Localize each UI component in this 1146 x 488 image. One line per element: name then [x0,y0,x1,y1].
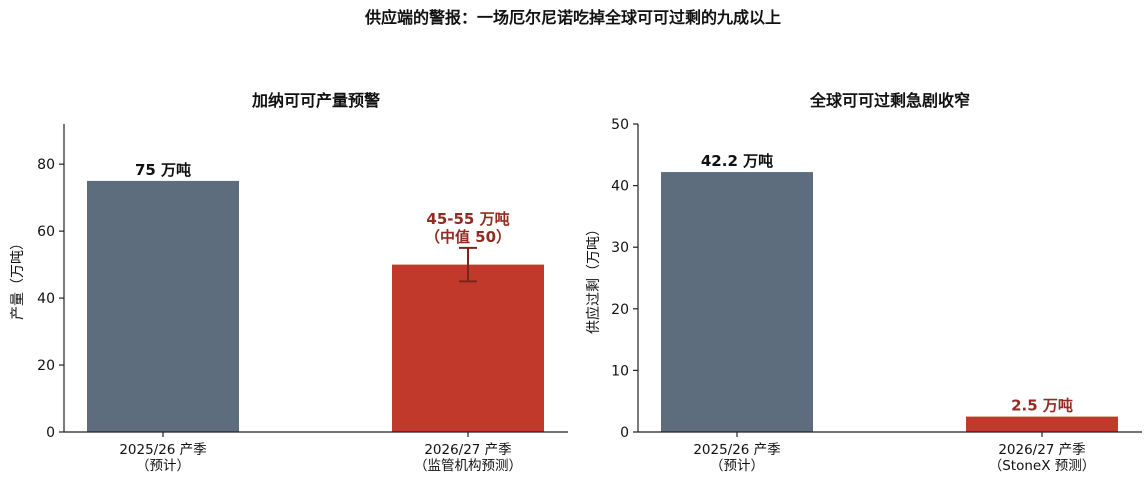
panel1-x-tick-label-1-line-2: （预计） [136,458,190,474]
panel1-y-tick-label-0: 0 [46,425,55,441]
panel2-bar-1 [661,172,813,432]
panel1-y-tick-label-80: 80 [37,157,55,173]
panel1-x-tick-label-2-line-2: （监管机构预测） [414,458,522,474]
panel2-y-tick-label-0: 0 [620,425,629,441]
panel1-x-tick-label-1-line-1: 2025/26 产季 [119,442,206,458]
panel2-y-tick-label-30: 30 [611,240,629,256]
panel2-y-tick-label-40: 40 [611,179,629,195]
panel1-data-label-2-line-1: 45-55 万吨 [426,210,509,228]
panel1-bar-1 [87,180,239,432]
panel2-x-tick-label-1-line-1: 2025/26 产季 [693,442,780,458]
panel2-y-tick-label-50: 50 [611,117,629,133]
panel2-y-tick-label-10: 10 [611,363,629,379]
panel1-y-tick-label-40: 40 [37,291,55,307]
panel2-title: 全球可可过剩急剧收窄 [809,91,970,110]
panel1-y-axis-label: 产量（万吨） [10,236,26,320]
panel2-x-tick-label-2-line-1: 2026/27 产季 [998,442,1085,458]
panel2-y-axis-label: 供应过剩（万吨） [585,222,602,334]
panel2-data-label-1: 42.2 万吨 [701,152,773,170]
panel1-x-tick-label-2-line-1: 2026/27 产季 [424,442,511,458]
panel2-x-tick-label-1-line-2: （预计） [710,458,764,474]
panel1-y-tick-label-60: 60 [37,224,55,240]
panel1-bar-2 [392,264,544,432]
panel2-y-tick-label-20: 20 [611,302,629,318]
figure-title: 供应端的警报：一场厄尔尼诺吃掉全球可可过剩的九成以上 [364,8,781,27]
panel1-y-tick-label-20: 20 [37,358,55,374]
panel2-x-tick-label-2-line-2: （StoneX 预测） [989,458,1096,474]
panel2-data-label-2: 2.5 万吨 [1011,397,1073,415]
panel2-bar-2 [966,416,1118,432]
panel1-data-label-2-line-2: （中值 50） [425,228,511,246]
panel1-data-label-1: 75 万吨 [135,161,191,179]
panel1-title: 加纳可可产量预警 [251,91,380,110]
